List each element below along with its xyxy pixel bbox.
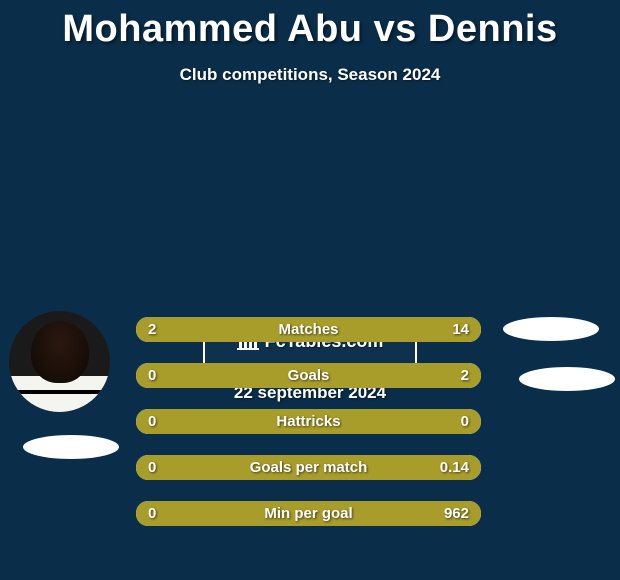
bar-label: Matches [136,317,481,342]
page-title: Mohammed Abu vs Dennis [0,0,620,51]
bar-label: Goals per match [136,455,481,480]
bar-row: 02Goals [136,363,481,388]
bar-label: Min per goal [136,501,481,526]
bar-label: Hattricks [136,409,481,434]
ellipse-decoration [519,367,615,391]
player-left-avatar [9,311,110,412]
comparison-chart: 214Matches02Goals00Hattricks00.14Goals p… [0,317,620,403]
bar-row: 00.14Goals per match [136,455,481,480]
bar-list: 214Matches 02Goals 00Hattricks 00.14Goals p… [136,317,481,547]
bar-row: 0962Min per goal [136,501,481,526]
bar-label: Goals [136,363,481,388]
subtitle: Club competitions, Season 2024 [0,65,620,85]
ellipse-decoration [503,317,599,341]
ellipse-decoration [23,435,119,459]
bar-row: 00Hattricks [136,409,481,434]
bar-row: 214Matches [136,317,481,342]
